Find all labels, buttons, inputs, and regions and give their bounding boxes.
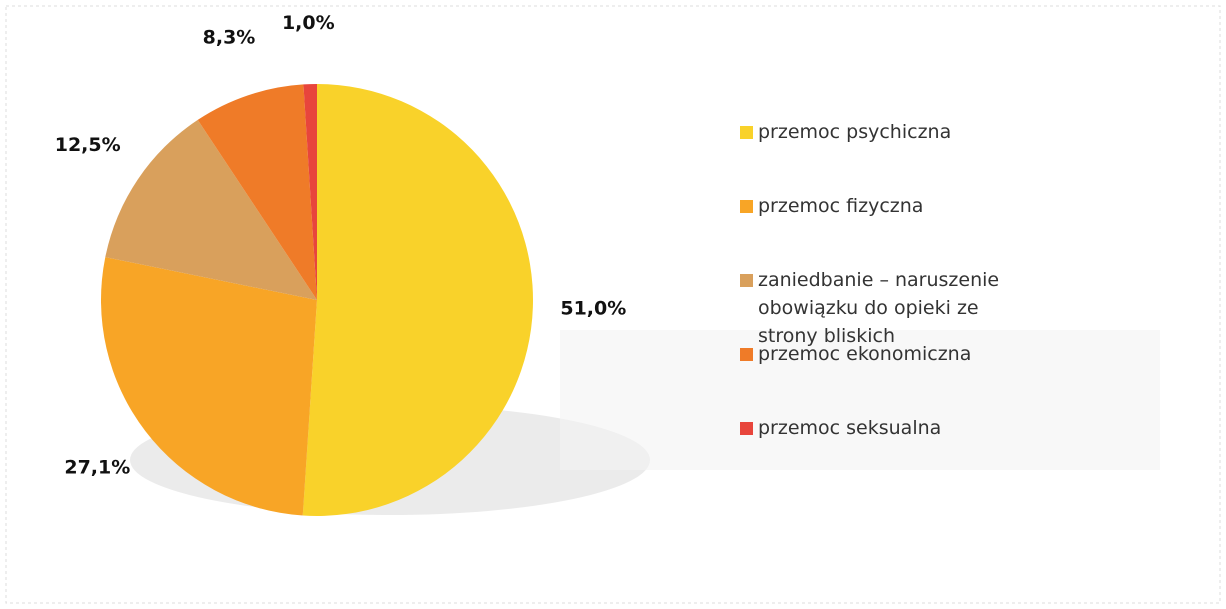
background-blur <box>560 330 1160 470</box>
frame <box>5 5 1221 604</box>
legend-swatch <box>740 126 753 139</box>
legend-item: przemoc seksualna <box>740 414 1040 488</box>
pie-slice <box>101 257 317 516</box>
pie-slice <box>302 84 533 516</box>
legend-swatch <box>740 422 753 435</box>
legend-swatch <box>740 200 753 213</box>
data-label: 12,5% <box>55 134 121 156</box>
legend-item: przemoc fizyczna <box>740 192 1040 266</box>
legend-label: zaniedbanie – naruszenie obowiązku do op… <box>758 269 1000 347</box>
legend: przemoc psychiczna przemoc fizyczna zanied… <box>740 118 1040 488</box>
legend-label: przemoc fizyczna <box>758 195 924 217</box>
legend-item: zaniedbanie – naruszenie obowiązku do op… <box>740 266 1040 347</box>
data-label: 27,1% <box>64 456 130 478</box>
legend-swatch <box>740 348 753 361</box>
data-label: 51,0% <box>560 298 626 320</box>
data-label: 8,3% <box>203 26 256 48</box>
pie-slice <box>197 84 317 300</box>
pie-slice <box>303 84 317 300</box>
pie-slice <box>105 119 317 300</box>
legend-item: przemoc ekonomiczna <box>740 340 1040 414</box>
legend-label: przemoc seksualna <box>758 417 942 439</box>
legend-label: przemoc ekonomiczna <box>758 343 972 365</box>
legend-label: przemoc psychiczna <box>758 121 952 143</box>
legend-item: przemoc psychiczna <box>740 118 1040 192</box>
legend-swatch <box>740 274 753 287</box>
data-label: 1,0% <box>282 12 335 34</box>
